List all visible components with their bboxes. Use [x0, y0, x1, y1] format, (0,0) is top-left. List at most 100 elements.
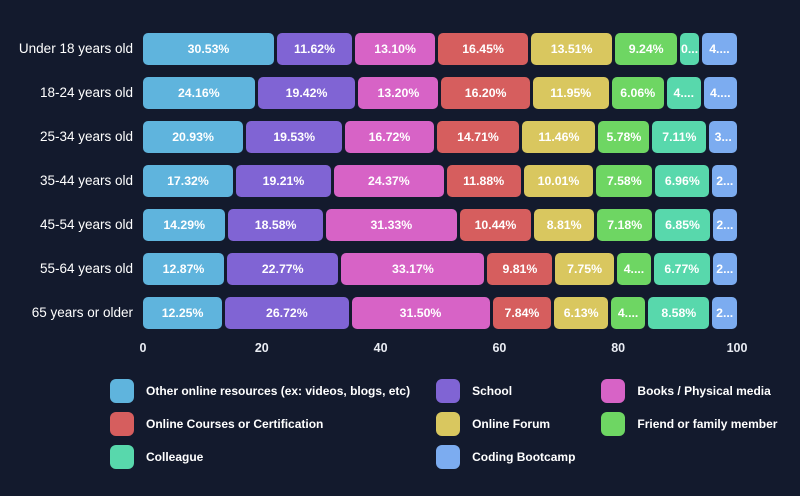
- bar-segment[interactable]: 6.85%: [655, 209, 710, 241]
- bar-segment[interactable]: 9.81%: [487, 253, 553, 285]
- bar-track: 12.25% 26.72% 31.50% 7.84% 6.13% 4.... 8.58% 2.…: [143, 297, 737, 329]
- segment-label: 9.81%: [502, 262, 538, 276]
- bar-segment[interactable]: 13.10%: [355, 33, 436, 65]
- segment-label: 11.62%: [294, 42, 336, 56]
- bar-row: 18-24 years old 24.16% 19.42% 13.20% 16.20% 1…: [0, 77, 800, 109]
- bar-segment[interactable]: 33.17%: [341, 253, 485, 285]
- bar-segment[interactable]: 4....: [703, 77, 737, 109]
- bar-segment[interactable]: 20.93%: [143, 121, 244, 153]
- bar-segment[interactable]: 8.58%: [648, 297, 710, 329]
- bar-segment[interactable]: 22.77%: [227, 253, 339, 285]
- segment-label: 14.29%: [163, 218, 206, 232]
- segment-label: 11.95%: [550, 86, 592, 100]
- bar-segment[interactable]: 11.62%: [277, 33, 353, 65]
- bar-segment[interactable]: 12.25%: [143, 297, 223, 329]
- segment-label: 6.85%: [665, 218, 700, 232]
- bar-segment[interactable]: 7.11%: [652, 121, 707, 153]
- bar-segment[interactable]: 2...: [712, 297, 737, 329]
- row-label: 65 years or older: [31, 305, 133, 320]
- bar-segment[interactable]: 14.29%: [143, 209, 226, 241]
- row-label: 55-64 years old: [39, 261, 133, 276]
- bar-segment[interactable]: 0...: [680, 33, 699, 65]
- legend-label: Books / Physical media: [637, 384, 771, 398]
- legend-label: School: [472, 384, 513, 398]
- bar-segment[interactable]: 6.13%: [554, 297, 608, 329]
- segment-label: 20.93%: [172, 130, 214, 144]
- bar-segment[interactable]: 17.32%: [143, 165, 233, 197]
- legend-item[interactable]: Friend or family member: [601, 412, 777, 436]
- segment-label: 7.75%: [567, 262, 603, 276]
- bar-segment[interactable]: 13.20%: [358, 77, 439, 109]
- bar-segment[interactable]: 16.20%: [441, 77, 530, 109]
- bar-segment[interactable]: 7.84%: [492, 297, 552, 329]
- bar-segment[interactable]: 7.75%: [555, 253, 614, 285]
- bar-segment[interactable]: 7.18%: [597, 209, 653, 241]
- bar-segment[interactable]: 26.72%: [225, 297, 349, 329]
- bar-segment[interactable]: 12.87%: [143, 253, 225, 285]
- bar-segment[interactable]: 5.78%: [598, 121, 650, 153]
- segment-label: 4....: [709, 42, 730, 56]
- bar-segment[interactable]: 4....: [610, 297, 646, 329]
- legend-item[interactable]: Colleague: [110, 445, 410, 469]
- segment-label: 17.32%: [167, 174, 209, 188]
- bar-segment[interactable]: 13.51%: [530, 33, 613, 65]
- bar-segment[interactable]: 30.53%: [143, 33, 275, 65]
- bar-segment[interactable]: 7.58%: [596, 165, 653, 197]
- segment-label: 8.81%: [546, 218, 582, 232]
- bar-segment[interactable]: 2...: [712, 209, 738, 241]
- bar-segment[interactable]: 2...: [712, 253, 737, 285]
- bar-segment[interactable]: 4....: [666, 77, 701, 109]
- bar-segment[interactable]: 6.77%: [654, 253, 710, 285]
- bar-segment[interactable]: 11.46%: [522, 121, 596, 153]
- bar-segment[interactable]: 11.95%: [532, 77, 609, 109]
- segment-label: 5.78%: [606, 130, 642, 144]
- bar-segment[interactable]: 31.50%: [351, 297, 490, 329]
- legend-item[interactable]: Online Courses or Certification: [110, 412, 410, 436]
- bar-segment[interactable]: 16.72%: [345, 121, 434, 153]
- bar-track: 12.87% 22.77% 33.17% 9.81% 7.75% 4.... 6.77% 2.…: [143, 253, 737, 285]
- bar-segment[interactable]: 10.01%: [523, 165, 594, 197]
- segment-label: 7.18%: [607, 218, 643, 232]
- segment-label: 31.50%: [399, 306, 442, 320]
- bar-segment[interactable]: 2...: [712, 165, 737, 197]
- bar-segment[interactable]: 16.45%: [438, 33, 528, 65]
- bar-row: Under 18 years old 30.53% 11.62% 13.10% 16.4…: [0, 33, 800, 65]
- segment-label: 14.71%: [457, 130, 499, 144]
- bar-rows: Under 18 years old 30.53% 11.62% 13.10% 16.4…: [0, 33, 800, 329]
- segment-label: 6.06%: [620, 86, 656, 100]
- bar-segment[interactable]: 4....: [701, 33, 737, 65]
- segment-label: 11.46%: [538, 130, 580, 144]
- bar-segment[interactable]: 11.88%: [446, 165, 521, 197]
- legend-item[interactable]: Books / Physical media: [601, 379, 777, 403]
- bar-segment[interactable]: 24.37%: [334, 165, 444, 197]
- bar-segment[interactable]: 6.06%: [611, 77, 664, 109]
- bar-segment[interactable]: 6.96%: [655, 165, 710, 197]
- bar-segment[interactable]: 31.33%: [325, 209, 457, 241]
- legend-item[interactable]: Online Forum: [436, 412, 575, 436]
- legend-item[interactable]: School: [436, 379, 575, 403]
- legend-label: Colleague: [146, 450, 204, 464]
- legend-item[interactable]: Coding Bootcamp: [436, 445, 575, 469]
- bar-segment[interactable]: 3...: [709, 121, 737, 153]
- bar-segment[interactable]: 8.81%: [534, 209, 595, 241]
- segment-label: 6.13%: [563, 306, 599, 320]
- bar-segment[interactable]: 18.58%: [228, 209, 323, 241]
- bar-segment[interactable]: 24.16%: [143, 77, 255, 109]
- x-tick-label: 40: [373, 341, 388, 355]
- legend-item[interactable]: Other online resources (ex: videos, blog…: [110, 379, 410, 403]
- bar-segment[interactable]: 19.53%: [246, 121, 343, 153]
- segment-label: 9.24%: [628, 42, 664, 56]
- bar-segment[interactable]: 10.44%: [459, 209, 532, 241]
- x-tick-label: 20: [254, 341, 269, 355]
- bar-segment[interactable]: 19.21%: [235, 165, 332, 197]
- x-tick-label: 0: [139, 341, 147, 355]
- row-label: 45-54 years old: [39, 217, 133, 232]
- segment-label: 30.53%: [187, 42, 230, 56]
- legend-swatch: [110, 445, 134, 469]
- bar-segment[interactable]: 14.71%: [436, 121, 520, 153]
- segment-label: 12.25%: [161, 306, 204, 320]
- bar-segment[interactable]: 4....: [616, 253, 652, 285]
- bar-segment[interactable]: 19.42%: [257, 77, 356, 109]
- legend-swatch: [436, 412, 461, 436]
- bar-segment[interactable]: 9.24%: [615, 33, 678, 65]
